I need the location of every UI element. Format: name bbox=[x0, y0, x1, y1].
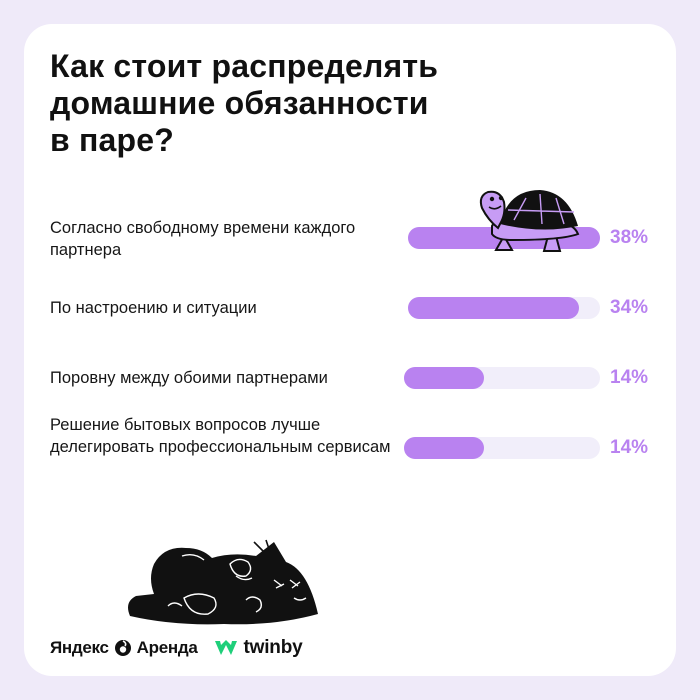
twinby-logo: twinby bbox=[214, 637, 303, 659]
value-label: 34% bbox=[610, 297, 649, 318]
arenda-logo-text: Аренда bbox=[136, 638, 198, 657]
category-label: Согласно свободному времени каждого парт… bbox=[50, 219, 356, 259]
bar bbox=[408, 297, 579, 319]
bar bbox=[404, 437, 485, 459]
category-label: По настроению и ситуации bbox=[50, 299, 257, 317]
infographic-card: Как стоит распределять домашние обязанно… bbox=[24, 24, 676, 676]
yandex-arenda-logo-icon bbox=[114, 640, 131, 656]
footer-logos: Яндекс Аренда twinby bbox=[50, 634, 303, 662]
yandex-logo-text: Яндекс bbox=[50, 638, 109, 657]
chart-title: Как стоит распределять домашние обязанно… bbox=[50, 48, 439, 158]
twinby-logo-icon bbox=[214, 640, 237, 655]
yandex-arenda-logo: Яндекс Аренда bbox=[50, 638, 198, 658]
sleeping-cat-illustration bbox=[128, 539, 318, 625]
value-label: 38% bbox=[610, 227, 649, 248]
category-label: Решение бытовых вопросов лучше делегиров… bbox=[50, 416, 391, 456]
value-label: 14% bbox=[610, 437, 649, 458]
bar-chart: Согласно свободному времени каждого парт… bbox=[24, 24, 676, 676]
twinby-logo-text: twinby bbox=[243, 637, 303, 658]
turtle-illustration bbox=[479, 190, 580, 252]
value-label: 14% bbox=[610, 367, 649, 388]
bar bbox=[404, 367, 485, 389]
category-label: Поровну между обоими партнерами bbox=[50, 369, 328, 387]
